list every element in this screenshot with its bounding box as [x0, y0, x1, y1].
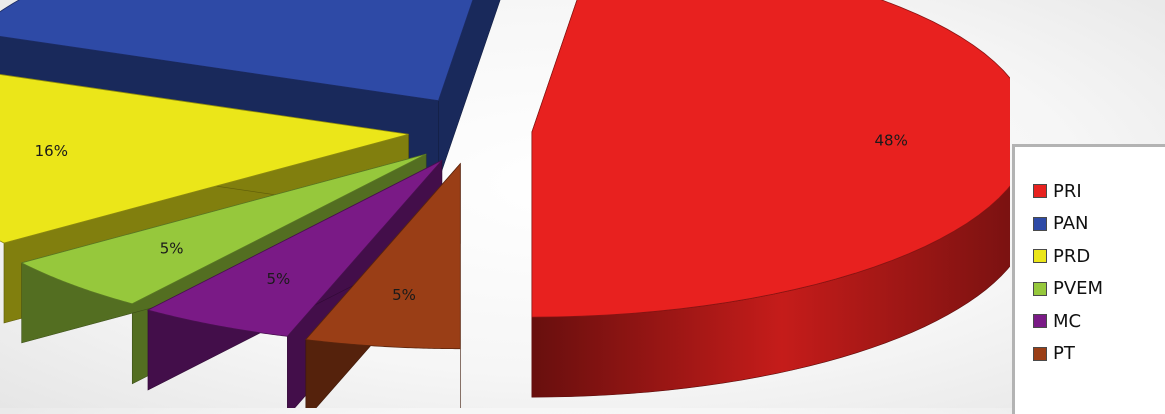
- legend-item-pvem: PVEM: [1033, 273, 1165, 306]
- slice-pt-top: [304, 162, 461, 350]
- legend-item-mc: MC: [1033, 305, 1165, 338]
- slice-pri-top: [531, 0, 1010, 318]
- legend-swatch-pan: [1033, 216, 1047, 231]
- slice-pan-top: [0, 0, 474, 102]
- slice-label-pri: 48%: [874, 132, 907, 150]
- legend-item-prd: PRD: [1033, 240, 1165, 273]
- legend-item-pri: PRI: [1033, 175, 1165, 208]
- slice-prd-top: [0, 74, 409, 244]
- legend: PRI PAN PRD PVEM MC PT: [1012, 144, 1165, 414]
- slice-pt: 5%: [304, 162, 461, 408]
- legend-label-pan: PAN: [1053, 213, 1089, 235]
- legend-swatch-pvem: [1033, 281, 1047, 296]
- legend-swatch-prd: [1033, 249, 1047, 264]
- slice-label-pvem: 5%: [160, 239, 184, 257]
- slice-pan-side-1: [438, 0, 501, 181]
- slice-label-prd: 16%: [35, 142, 68, 160]
- legend-item-pan: PAN: [1033, 208, 1165, 241]
- legend-label-prd: PRD: [1053, 245, 1091, 267]
- legend-item-pt: PT: [1033, 338, 1165, 371]
- legend-label-mc: MC: [1053, 310, 1082, 332]
- slice-pri: 48%: [531, 0, 1010, 398]
- slice-label-mc: 5%: [267, 270, 291, 288]
- slice-mc-top: [146, 160, 443, 337]
- legend-swatch-pt: [1033, 346, 1047, 361]
- legend-label-pt: PT: [1053, 343, 1075, 365]
- legend-swatch-mc: [1033, 314, 1047, 329]
- legend-label-pvem: PVEM: [1053, 278, 1104, 300]
- pie-chart: 21%48%16%5%5%5%: [0, 0, 1010, 408]
- legend-label-pri: PRI: [1053, 180, 1082, 202]
- slice-label-pt: 5%: [392, 286, 416, 304]
- legend-swatch-pri: [1033, 184, 1047, 199]
- slice-pvem-top: [20, 153, 427, 305]
